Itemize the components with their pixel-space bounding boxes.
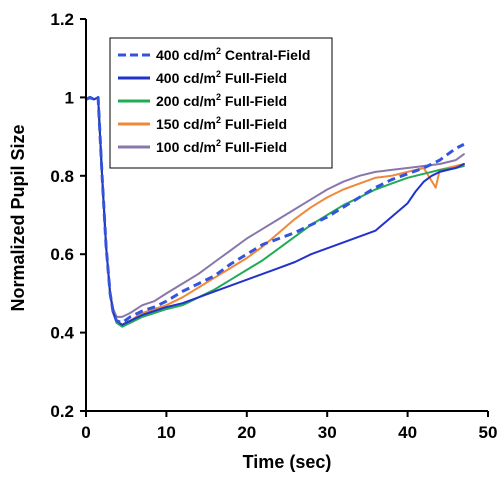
legend-entry-superscript: 2 bbox=[216, 92, 221, 102]
legend-entry: 100 cd/m2 Full-Field bbox=[156, 138, 287, 155]
legend-entry-suffix: Full-Field bbox=[221, 139, 287, 155]
y-axis-ticks: 0.2 0.4 0.6 0.8 1 1.2 bbox=[50, 10, 86, 421]
legend-entry-label: 400 cd/m bbox=[156, 70, 216, 86]
legend-entry: 150 cd/m2 Full-Field bbox=[156, 115, 287, 132]
legend-entry-suffix: Full-Field bbox=[221, 70, 287, 86]
x-axis-title: Time (sec) bbox=[243, 452, 332, 472]
legend-entry-suffix: Full-Field bbox=[221, 93, 287, 109]
legend-entry-suffix: Full-Field bbox=[221, 116, 287, 132]
legend-entry-label: 400 cd/m bbox=[156, 47, 216, 63]
y-tick-label: 1 bbox=[65, 88, 74, 107]
legend-entry: 400 cd/m2 Full-Field bbox=[156, 69, 287, 86]
y-tick-label: 0.6 bbox=[50, 245, 74, 264]
legend-entry-label: 200 cd/m bbox=[156, 93, 216, 109]
x-tick-label: 10 bbox=[157, 423, 176, 442]
legend-entry-superscript: 2 bbox=[216, 46, 221, 56]
x-axis-ticks: 0 10 20 30 40 50 bbox=[81, 411, 497, 442]
y-tick-label: 0.4 bbox=[50, 324, 74, 343]
x-tick-label: 50 bbox=[479, 423, 498, 442]
x-tick-label: 40 bbox=[398, 423, 417, 442]
legend-entry-label: 150 cd/m bbox=[156, 116, 216, 132]
x-tick-label: 20 bbox=[237, 423, 256, 442]
y-tick-label: 0.8 bbox=[50, 167, 74, 186]
legend-entry-suffix: Central-Field bbox=[221, 47, 310, 63]
x-tick-label: 30 bbox=[318, 423, 337, 442]
series-lines bbox=[85, 95, 465, 328]
legend-entry-superscript: 2 bbox=[216, 69, 221, 79]
legend-entry: 200 cd/m2 Full-Field bbox=[156, 92, 287, 109]
x-tick-label: 0 bbox=[81, 423, 90, 442]
legend-entry-superscript: 2 bbox=[216, 115, 221, 125]
legend-entry: 400 cd/m2 Central-Field bbox=[156, 46, 310, 63]
series-line bbox=[85, 95, 465, 325]
y-tick-label: 0.2 bbox=[50, 402, 74, 421]
y-axis-title: Normalized Pupil Size bbox=[8, 124, 28, 311]
axes bbox=[85, 19, 488, 412]
legend-entry-superscript: 2 bbox=[216, 138, 221, 148]
y-tick-label: 1.2 bbox=[50, 10, 74, 29]
legend-entry-label: 100 cd/m bbox=[156, 139, 216, 155]
